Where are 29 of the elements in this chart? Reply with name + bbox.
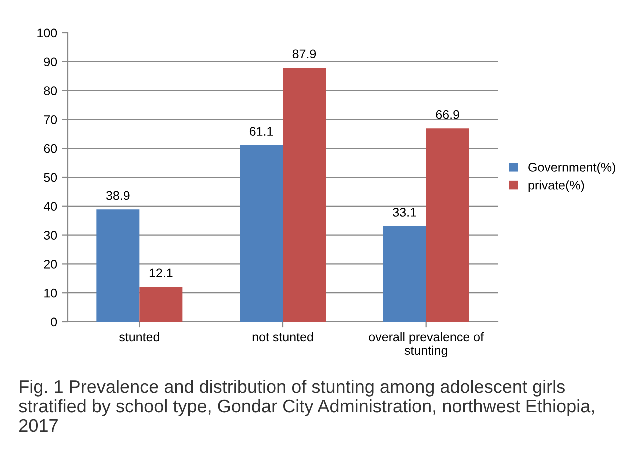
- data-label: 38.9: [106, 191, 130, 200]
- bar: [426, 128, 470, 322]
- data-label: 87.9: [292, 50, 316, 59]
- y-tick-label: 60: [44, 144, 58, 154]
- legend-label: private(%): [528, 180, 584, 192]
- bar: [283, 68, 326, 322]
- y-tick-label: 70: [44, 116, 58, 124]
- y-tick-label: 90: [44, 58, 58, 67]
- x-tick-label: stunted: [120, 332, 160, 342]
- y-tick-label: 30: [44, 231, 58, 240]
- data-label: 61.1: [250, 127, 274, 136]
- y-tick-label: 10: [44, 288, 58, 298]
- bar: [383, 226, 426, 322]
- data-label: 66.9: [436, 110, 460, 120]
- bar: [140, 287, 183, 322]
- y-tick-label: 100: [38, 28, 58, 38]
- y-tick-label: 40: [44, 202, 58, 212]
- bar: [240, 145, 283, 322]
- y-tick-label: 20: [44, 260, 58, 269]
- y-tick-label: 0: [51, 318, 58, 327]
- bar: [96, 210, 140, 322]
- data-label: 33.1: [393, 208, 416, 217]
- x-tick-label: not stunted: [252, 332, 314, 342]
- legend-label: Government(%): [528, 162, 616, 174]
- y-tick-label: 80: [44, 86, 58, 96]
- data-label: 12.1: [150, 268, 173, 278]
- y-tick-label: 50: [44, 173, 58, 182]
- x-tick-label: overall prevalence of stunting: [369, 332, 484, 358]
- caption: Fig. 1 Prevalence and distribution of stunting among adolescent girls stratified by school type, Gondar City Administration, northwest Ethiopia, 2017: [19, 380, 594, 432]
